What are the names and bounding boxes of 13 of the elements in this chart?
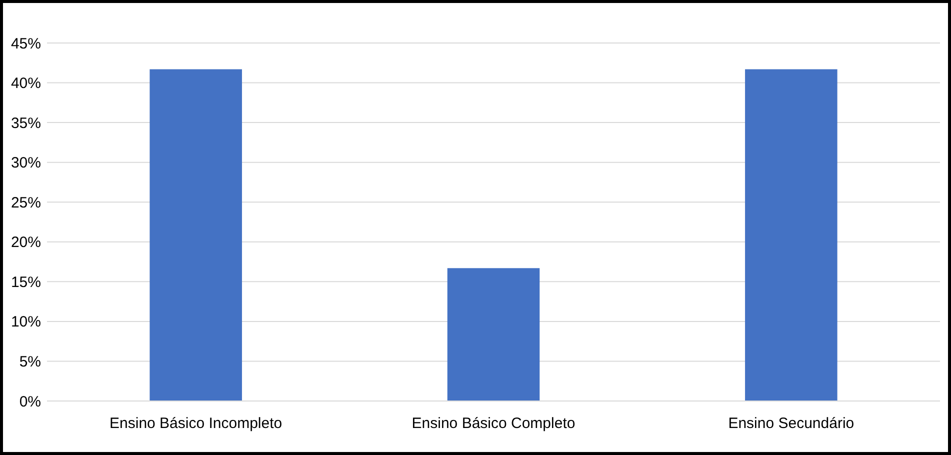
y-tick-label: 5% xyxy=(19,353,41,370)
y-tick-label: 15% xyxy=(10,274,41,291)
y-tick-label: 20% xyxy=(10,234,41,252)
y-tick-label: 0% xyxy=(19,393,41,410)
y-tick-label: 10% xyxy=(10,314,41,331)
x-tick-label: Ensino Básico Completo xyxy=(412,415,576,432)
y-tick-label: 40% xyxy=(10,75,41,92)
x-tick-label: Ensino Básico Incompleto xyxy=(110,415,282,432)
y-tick-label: 45% xyxy=(10,35,41,52)
y-tick-label: 30% xyxy=(10,154,41,172)
y-tick-label: 25% xyxy=(10,194,41,212)
y-tick-label: 35% xyxy=(10,114,41,132)
x-tick-label: Ensino Secundário xyxy=(728,415,854,432)
